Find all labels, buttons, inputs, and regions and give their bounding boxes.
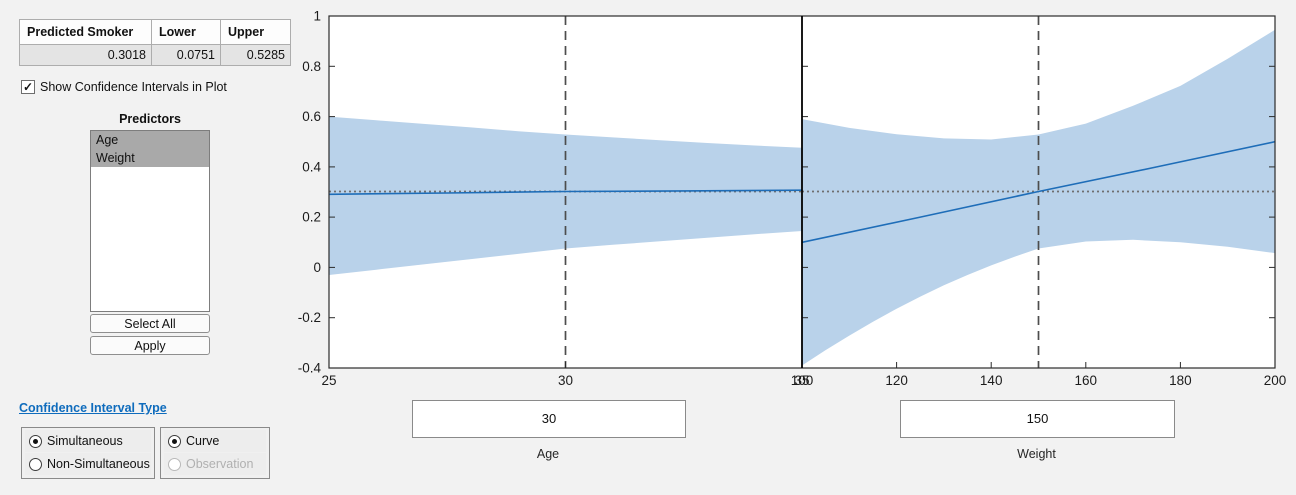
predictors-title: Predictors	[119, 112, 181, 126]
fit-line	[802, 140, 1275, 244]
prediction-results-table: Predicted Smoker Lower Upper 0.3018 0.07…	[19, 19, 291, 66]
apply-button[interactable]: Apply	[90, 336, 210, 355]
x-axis-tick-label: 25	[321, 373, 336, 388]
y-axis-tick-label: 1	[313, 9, 321, 24]
table-row: 0.3018 0.0751 0.5285	[19, 44, 291, 66]
x-axis-tick-label: 120	[885, 373, 908, 388]
x-axis-tick-label: 140	[980, 373, 1003, 388]
predictors-listbox[interactable]: Age Weight	[90, 130, 210, 312]
table-header-lower: Lower	[151, 19, 221, 45]
radio-simultaneous[interactable]: Simultaneous	[25, 430, 151, 452]
x-axis-tick-label: 200	[1264, 373, 1287, 388]
confidence-band	[329, 116, 802, 275]
age-label: Age	[536, 447, 560, 461]
list-item-age[interactable]: Age	[91, 131, 209, 149]
list-item-weight[interactable]: Weight	[91, 149, 209, 167]
predicted-value: 0.3018	[19, 44, 152, 66]
radio-disabled-icon	[168, 457, 181, 471]
age-input[interactable]: 30	[412, 400, 686, 438]
weight-input[interactable]: 150	[900, 400, 1175, 438]
y-axis-tick-label: 0.4	[302, 159, 321, 174]
checkbox-checked-icon[interactable]: ✓	[21, 80, 35, 94]
radio-simultaneous-label: Simultaneous	[47, 434, 123, 448]
y-axis-tick-label: 0.2	[302, 210, 321, 225]
fit-line	[329, 189, 802, 196]
confidence-interval-type-link[interactable]: Confidence Interval Type	[19, 401, 167, 415]
x-axis-tick-label: 160	[1075, 373, 1098, 388]
radio-non-simultaneous-label: Non-Simultaneous	[47, 457, 150, 471]
x-axis-tick-label: 35	[794, 373, 809, 388]
table-header-predicted: Predicted Smoker	[19, 19, 152, 45]
ci-type-panel: Simultaneous Non-Simultaneous	[21, 427, 155, 479]
show-ci-checkbox-row[interactable]: ✓ Show Confidence Intervals in Plot	[21, 80, 227, 94]
table-header-upper: Upper	[220, 19, 291, 45]
weight-label: Weight	[1017, 447, 1056, 461]
radio-curve-label: Curve	[186, 434, 220, 448]
select-all-button[interactable]: Select All	[90, 314, 210, 333]
x-axis-tick-label: 180	[1169, 373, 1192, 388]
y-axis-tick-label: 0.6	[302, 109, 321, 124]
radio-selected-icon[interactable]	[29, 434, 42, 448]
x-axis-tick-label: 100	[791, 373, 814, 388]
y-axis-tick-label: -0.2	[298, 310, 321, 325]
y-axis-tick-label: 0	[313, 260, 321, 275]
radio-non-simultaneous[interactable]: Non-Simultaneous	[25, 453, 151, 475]
ci-target-panel: Curve Observation	[160, 427, 270, 479]
y-axis-tick-label: -0.4	[298, 361, 322, 376]
show-ci-checkbox-label: Show Confidence Intervals in Plot	[40, 80, 227, 94]
radio-unselected-icon[interactable]	[29, 457, 42, 471]
x-axis-tick-label: 30	[558, 373, 573, 388]
radio-selected-icon[interactable]	[168, 434, 181, 448]
radio-observation-label: Observation	[186, 457, 254, 471]
lower-ci-value: 0.0751	[151, 44, 221, 66]
y-axis-tick-label: 0.8	[302, 59, 321, 74]
upper-ci-value: 0.5285	[220, 44, 291, 66]
radio-curve[interactable]: Curve	[164, 430, 266, 452]
radio-observation: Observation	[164, 453, 266, 475]
